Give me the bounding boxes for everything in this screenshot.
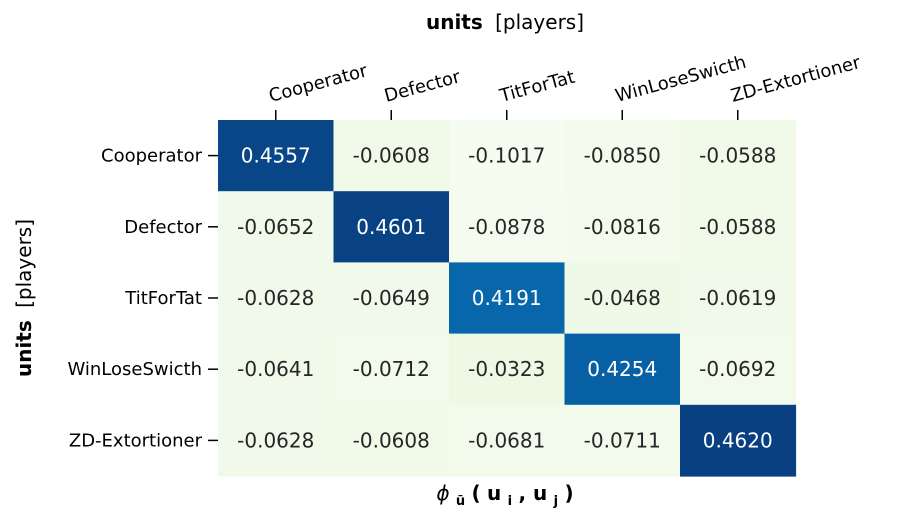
chart-title-bold: units bbox=[426, 10, 483, 34]
heatmap-cell bbox=[680, 191, 797, 263]
y-tick-label: TitForTat bbox=[124, 288, 202, 309]
heatmap-cell bbox=[218, 333, 335, 406]
y-tick-label: Defector bbox=[124, 217, 202, 238]
cell-value-label: -0.0608 bbox=[353, 144, 430, 168]
heatmap-cells: 0.4557 -0.0608 -0.1017 -0.0850 -0.0588 -0.065… bbox=[218, 120, 797, 477]
cell-value-label: 0.4620 bbox=[703, 428, 773, 452]
heatmap-cell bbox=[449, 262, 566, 335]
heatmap-cell bbox=[449, 191, 566, 263]
cell-value-label: -0.0649 bbox=[353, 286, 430, 310]
x-tick-label: Defector bbox=[382, 66, 463, 107]
cell-value-label: -0.0681 bbox=[468, 428, 545, 452]
cell-value-label: -0.0692 bbox=[699, 357, 776, 381]
cell-value-label: -0.0850 bbox=[584, 144, 661, 168]
x-tick-label: WinLoseSwicth bbox=[613, 52, 748, 107]
heatmap-cell bbox=[333, 120, 450, 192]
x-tick-label: TitForTat bbox=[497, 67, 578, 107]
heatmap-cell bbox=[333, 262, 450, 335]
chart-title-rest: [players] bbox=[495, 10, 584, 34]
heatmap-cell bbox=[218, 191, 335, 263]
x-axis-label-open: ( bbox=[472, 481, 481, 505]
x-axis-label-j: j bbox=[553, 494, 558, 509]
heatmap-cell bbox=[218, 262, 335, 335]
x-tick-label: Cooperator bbox=[267, 60, 371, 107]
heatmap-cell bbox=[333, 333, 450, 406]
heatmap-cell bbox=[564, 191, 681, 263]
heatmap-cell bbox=[564, 333, 681, 406]
heatmap-cell bbox=[218, 404, 335, 477]
y-tick-label: ZD-Extortioner bbox=[69, 430, 203, 451]
heatmap-cell bbox=[333, 191, 450, 263]
x-axis-label-close: ) bbox=[564, 481, 573, 505]
cell-value-label: -0.0628 bbox=[237, 286, 314, 310]
heatmap-cell bbox=[449, 333, 566, 406]
x-axis-label-phi-sub: ū bbox=[456, 494, 465, 509]
cell-value-label: 0.4254 bbox=[587, 357, 657, 381]
cell-value-label: -0.0608 bbox=[353, 428, 430, 452]
x-tick-label: ZD-Extortioner bbox=[729, 52, 864, 107]
heatmap-cell bbox=[680, 120, 797, 192]
cell-value-label: 0.4191 bbox=[472, 286, 542, 310]
heatmap-cell bbox=[449, 404, 566, 477]
heatmap-cell bbox=[564, 262, 681, 335]
x-axis-label-u1: u bbox=[487, 481, 501, 505]
cell-value-label: -0.0628 bbox=[237, 428, 314, 452]
cell-value-label: -0.0588 bbox=[699, 144, 776, 168]
cell-value-label: -0.0652 bbox=[237, 215, 314, 239]
y-axis-label-bold: units bbox=[12, 320, 36, 377]
y-axis-label: units [players] bbox=[12, 219, 36, 377]
chart-title: units [players] bbox=[426, 10, 584, 34]
cell-value-label: 0.4601 bbox=[356, 215, 426, 239]
cell-value-label: -0.0619 bbox=[699, 286, 776, 310]
cell-value-label: -0.0878 bbox=[468, 215, 545, 239]
x-axis-label-u2: u bbox=[533, 481, 547, 505]
x-axis-label-phi: ϕ bbox=[436, 481, 449, 505]
cell-value-label: -0.0468 bbox=[584, 286, 661, 310]
cell-value-label: -0.0323 bbox=[468, 357, 545, 381]
y-axis-label-rest: [players] bbox=[12, 219, 36, 308]
x-axis-label: ϕ ū ( u i , u j ) bbox=[436, 481, 573, 510]
cell-value-label: -0.0816 bbox=[584, 215, 661, 239]
x-axis-label-i: i bbox=[508, 494, 512, 509]
cell-value-label: -0.1017 bbox=[468, 144, 545, 168]
heatmap-cell bbox=[449, 120, 566, 192]
heatmap-cell bbox=[680, 262, 797, 335]
y-tick-label: WinLoseSwicth bbox=[68, 359, 203, 380]
heatmap-cell bbox=[680, 333, 797, 406]
cell-value-label: -0.0711 bbox=[584, 428, 661, 452]
x-axis-label-comma: , bbox=[518, 481, 533, 505]
heatmap-cell bbox=[680, 404, 797, 477]
heatmap-cell bbox=[218, 120, 335, 192]
heatmap-cell bbox=[564, 120, 681, 192]
cell-value-label: -0.0641 bbox=[237, 357, 314, 381]
y-tick-label: Cooperator bbox=[101, 146, 203, 167]
cell-value-label: -0.0588 bbox=[699, 215, 776, 239]
heatmap-cell bbox=[564, 404, 681, 477]
cell-value-label: -0.0712 bbox=[353, 357, 430, 381]
heatmap-cell bbox=[333, 404, 450, 477]
cell-value-label: 0.4557 bbox=[241, 144, 311, 168]
